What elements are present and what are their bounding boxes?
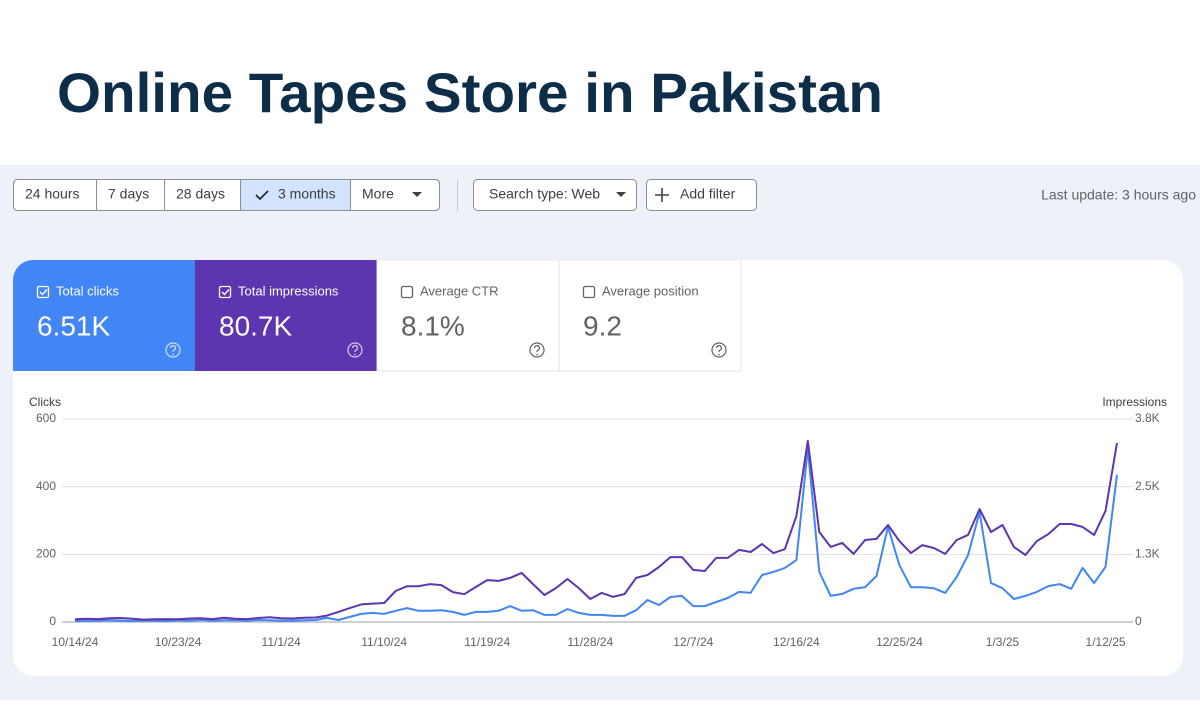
range-button[interactable]: 3 months [278, 186, 336, 202]
metric-label: Average position [602, 283, 699, 298]
y2-tick-label: 3.8K [1135, 411, 1160, 425]
checkbox [36, 285, 50, 299]
checkbox [582, 285, 596, 299]
x-tick-label: 11/19/24 [464, 635, 510, 649]
checkmark [39, 289, 48, 296]
metric-value: 8.1% [401, 310, 465, 341]
help-icon-dot [354, 353, 356, 356]
help-icon-mark [352, 345, 358, 353]
y-axis-title: Clicks [29, 395, 61, 409]
metric-label: Total clicks [56, 283, 119, 298]
x-tick-label: 11/1/24 [262, 635, 301, 649]
search-type-label[interactable]: Search type: Web [489, 186, 600, 202]
metric-label: Total impressions [238, 283, 339, 298]
help-icon [347, 342, 363, 358]
x-tick-label: 11/10/24 [361, 635, 407, 649]
y-tick-label: 400 [36, 479, 56, 493]
help-icon [165, 342, 181, 358]
plus-icon [655, 188, 669, 202]
metric-label: Average CTR [420, 283, 499, 298]
search-type-button[interactable] [473, 179, 637, 211]
x-tick-label: 1/12/25 [1086, 635, 1126, 649]
checkbox [218, 285, 232, 299]
x-tick-label: 11/28/24 [567, 635, 613, 649]
x-tick-label: 12/16/24 [773, 635, 820, 649]
y2-axis-title: Impressions [1102, 395, 1167, 409]
x-tick-label: 12/25/24 [876, 635, 923, 649]
range-selected-bg [240, 180, 351, 210]
checkbox [400, 285, 414, 299]
metric-card[interactable] [13, 260, 195, 371]
series-line [74, 447, 1118, 622]
y-tick-label: 200 [36, 547, 56, 561]
x-tick-label: 12/7/24 [673, 635, 713, 649]
x-tick-label: 10/23/24 [155, 635, 202, 649]
metric-cards: Total clicks 6.51K Total impressions 80.7K A… [13, 260, 742, 372]
header-bg [0, 0, 1200, 165]
y2-tick-label: 2.5K [1135, 479, 1160, 493]
metric-card[interactable] [195, 260, 377, 371]
help-icon-mark [534, 345, 540, 353]
help-icon [711, 342, 727, 358]
y2-tick-label: 1.3K [1135, 546, 1160, 560]
help-icon-dot [718, 353, 720, 356]
toolbar: Search type: Web Add filter Last update:… [13, 179, 1196, 211]
help-icon-dot [536, 353, 538, 356]
metric-value: 9.2 [583, 310, 622, 341]
x-tick-label: 10/14/24 [52, 635, 99, 649]
add-filter-button[interactable] [646, 179, 757, 211]
help-icon-mark [170, 345, 176, 353]
y-tick-label: 0 [49, 614, 56, 628]
series-line [74, 439, 1118, 621]
dropdown-caret [616, 192, 626, 197]
metric-value: 80.7K [219, 310, 292, 341]
range-button[interactable]: 24 hours [25, 186, 79, 202]
range-button[interactable]: 7 days [108, 186, 149, 202]
metric-card[interactable] [376, 260, 560, 372]
page-title: Online Tapes Store in Pakistan [57, 61, 883, 124]
checkmark [221, 289, 230, 296]
metric-value: 6.51K [37, 310, 110, 341]
help-icon [529, 342, 545, 358]
metric-card[interactable] [558, 260, 742, 372]
x-tick-label: 1/3/25 [986, 635, 1020, 649]
help-icon-mark [716, 345, 722, 353]
y-tick-label: 600 [36, 411, 56, 425]
range-button[interactable]: More [362, 186, 394, 202]
y2-tick-label: 0 [1135, 614, 1142, 628]
range-button[interactable]: 28 days [176, 186, 225, 202]
last-update: Last update: 3 hours ago [1041, 187, 1196, 203]
add-filter-label[interactable]: Add filter [680, 186, 736, 202]
dropdown-caret [412, 192, 422, 197]
check-icon [255, 190, 269, 201]
range-group-border [13, 179, 440, 211]
chart: Clicks Impressions 0 200 400 600 0 1.3K 2.5K 3.… [29, 395, 1167, 649]
help-icon-dot [172, 353, 174, 356]
